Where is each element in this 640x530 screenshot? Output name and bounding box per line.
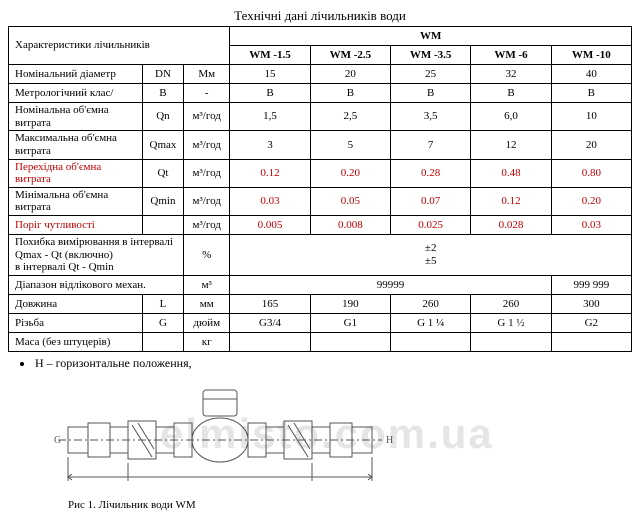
table-row: Різьба G дюйм G3/4 G1 G 1 ¼ G 1 ½ G2 bbox=[9, 314, 632, 333]
bullet-icon bbox=[20, 362, 24, 366]
col-wm10: WM -10 bbox=[551, 46, 631, 65]
table-row: Маса (без штуцерів) кг bbox=[9, 333, 632, 352]
label-g: G bbox=[54, 435, 61, 446]
table-row: Перехідна об'ємна витрата Qt м³/год 0.12… bbox=[9, 159, 632, 187]
col-wm35: WM -3.5 bbox=[391, 46, 471, 65]
col-wm25: WM -2.5 bbox=[310, 46, 390, 65]
table-title: Технічні дані лічильників води bbox=[8, 8, 632, 24]
table-row: Номінальний діаметр DN Мм 15 20 25 32 40 bbox=[9, 65, 632, 84]
table-row: Метрологічний клас/ В - В В В В В bbox=[9, 84, 632, 103]
spec-table: Характеристики лічильників WM WM -1.5 WM… bbox=[8, 26, 632, 352]
table-row: Довжина L мм 165 190 260 260 300 bbox=[9, 295, 632, 314]
figure-drawing: G H bbox=[38, 385, 398, 495]
col-wm15: WM -1.5 bbox=[230, 46, 310, 65]
table-row: Поріг чутливості м³/год 0.005 0.008 0.02… bbox=[9, 216, 632, 235]
header-wm: WM bbox=[230, 27, 632, 46]
table-row: Похибка вимірювання в інтервалі Qmax - Q… bbox=[9, 235, 632, 276]
col-wm6: WM -6 bbox=[471, 46, 551, 65]
note-line: H – горизонтальне положення, bbox=[8, 352, 632, 385]
table-row: Діапазон відлікового механ. м³ 99999 999… bbox=[9, 276, 632, 295]
table-row: Номінальна об'ємна витрата Qn м³/год 1,5… bbox=[9, 103, 632, 131]
table-row: Максимальна об'ємна витрата Qmax м³/год … bbox=[9, 131, 632, 159]
figure-caption: Рис 1. Лічильник води WM bbox=[8, 499, 632, 511]
header-char: Характеристики лічильників bbox=[9, 27, 230, 65]
note-text: H – горизонтальне положення, bbox=[35, 356, 192, 370]
label-h: H bbox=[386, 435, 393, 446]
table-row: Мінімальна об'ємна витрата Qmin м³/год 0… bbox=[9, 187, 632, 215]
